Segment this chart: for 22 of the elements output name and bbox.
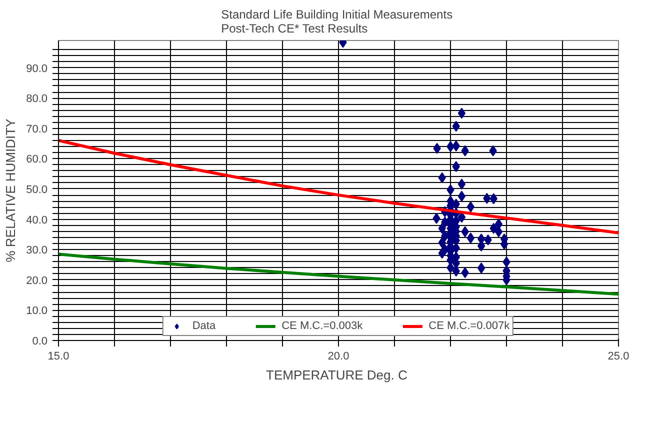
- x-tick-label: 25.0: [608, 350, 630, 362]
- y-tick-label: 60.0: [26, 154, 48, 166]
- y-tick-label: 20.0: [26, 274, 48, 287]
- legend-label: CE M.C.=0.003k: [282, 320, 363, 332]
- y-tick-label: 40.0: [26, 214, 48, 226]
- y-tick-label: 80.0: [26, 93, 48, 106]
- line-series: [58, 139, 618, 234]
- y-tick-label: 0.0: [32, 336, 48, 348]
- legend-label: CE M.C.=0.007k: [428, 320, 510, 332]
- y-tick-label: 50.0: [26, 184, 48, 196]
- x-axis-title: TEMPERATURE Deg. C: [266, 368, 408, 382]
- y-tick-label: 70.0: [26, 123, 48, 136]
- y-tick-label: 30.0: [26, 244, 48, 257]
- legend-label: Data: [192, 320, 216, 332]
- x-tick-label: 15.0: [48, 350, 70, 362]
- line-series: [58, 252, 618, 296]
- y-tick-label: 90.0: [26, 62, 48, 75]
- y-tick-label: 10.0: [26, 305, 48, 318]
- y-axis-title: % RELATIVE HUMIDITY: [3, 118, 18, 262]
- chart-title: Standard Life Building Initial Measurements: [221, 8, 453, 22]
- chart-subtitle: Post-Tech CE* Test Results: [221, 22, 368, 36]
- x-tick-label: 20.0: [328, 350, 350, 362]
